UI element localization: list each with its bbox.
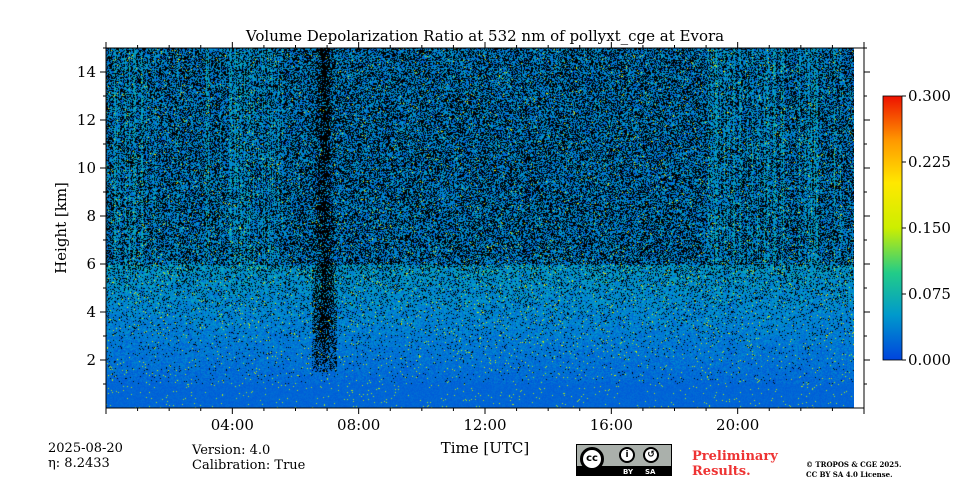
y-axis-label: Height [km]	[52, 182, 70, 274]
colorbar-ticks: 0.000 0.075 0.150 0.225 0.300	[902, 87, 951, 369]
colorbar-tick-label: 0.000	[908, 351, 951, 369]
y-tick-label: 6	[86, 255, 96, 273]
badge-bar	[577, 466, 671, 475]
x-tick-label: 04:00	[211, 416, 254, 434]
version-block: Version: 4.0 Calibration: True	[192, 443, 305, 473]
preliminary-line2: Results.	[692, 464, 751, 479]
cc-license-badge[interactable]: cc i ↺ BY SA	[576, 444, 672, 476]
colorbar-tick-label: 0.075	[908, 285, 951, 303]
sa-label: SA	[645, 468, 656, 476]
preliminary-notice: Preliminary Results.	[692, 449, 778, 479]
colorbar	[882, 95, 903, 361]
colorbar-tick-label: 0.225	[908, 153, 951, 171]
copyright-notice: © TROPOS & CGE 2025. CC BY SA 4.0 Licens…	[806, 460, 901, 480]
share-alike-icon: ↺	[643, 447, 659, 463]
cc-icon: cc	[580, 447, 604, 471]
y-tick-label: 12	[77, 111, 96, 129]
colorbar-tick-label: 0.150	[908, 219, 951, 237]
x-axis: 04:00 08:00 12:00 16:00 20:00	[105, 42, 865, 434]
y-tick-label: 8	[86, 207, 96, 225]
x-tick-label: 08:00	[337, 416, 380, 434]
attribution-icon: i	[619, 447, 635, 463]
version-text: Version: 4.0	[192, 443, 271, 458]
x-tick-label: 20:00	[716, 416, 759, 434]
date-eta-block: 2025-08-20 η: 8.2433	[48, 441, 123, 471]
copyright-line1: © TROPOS & CGE 2025.	[806, 460, 902, 469]
preliminary-line1: Preliminary	[692, 449, 778, 464]
y-tick-label: 10	[77, 159, 96, 177]
eta-text: η: 8.2433	[48, 456, 110, 471]
by-label: BY	[623, 468, 634, 476]
x-tick-label: 12:00	[463, 416, 506, 434]
copyright-line2: CC BY SA 4.0 License.	[806, 470, 893, 479]
date-text: 2025-08-20	[48, 441, 123, 456]
x-tick-label: 16:00	[590, 416, 633, 434]
colorbar-tick-label: 0.300	[908, 87, 951, 105]
y-axis: 2 4 6 8 10 12 14	[77, 47, 870, 385]
heatmap-area	[106, 48, 854, 408]
y-tick-label: 4	[86, 303, 96, 321]
heatmap-canvas	[106, 48, 854, 408]
y-tick-label: 14	[77, 63, 96, 81]
y-tick-label: 2	[86, 351, 96, 369]
x-axis-label: Time [UTC]	[441, 439, 530, 457]
chart-title: Volume Depolarization Ratio at 532 nm of…	[245, 27, 724, 45]
calibration-text: Calibration: True	[192, 458, 306, 473]
